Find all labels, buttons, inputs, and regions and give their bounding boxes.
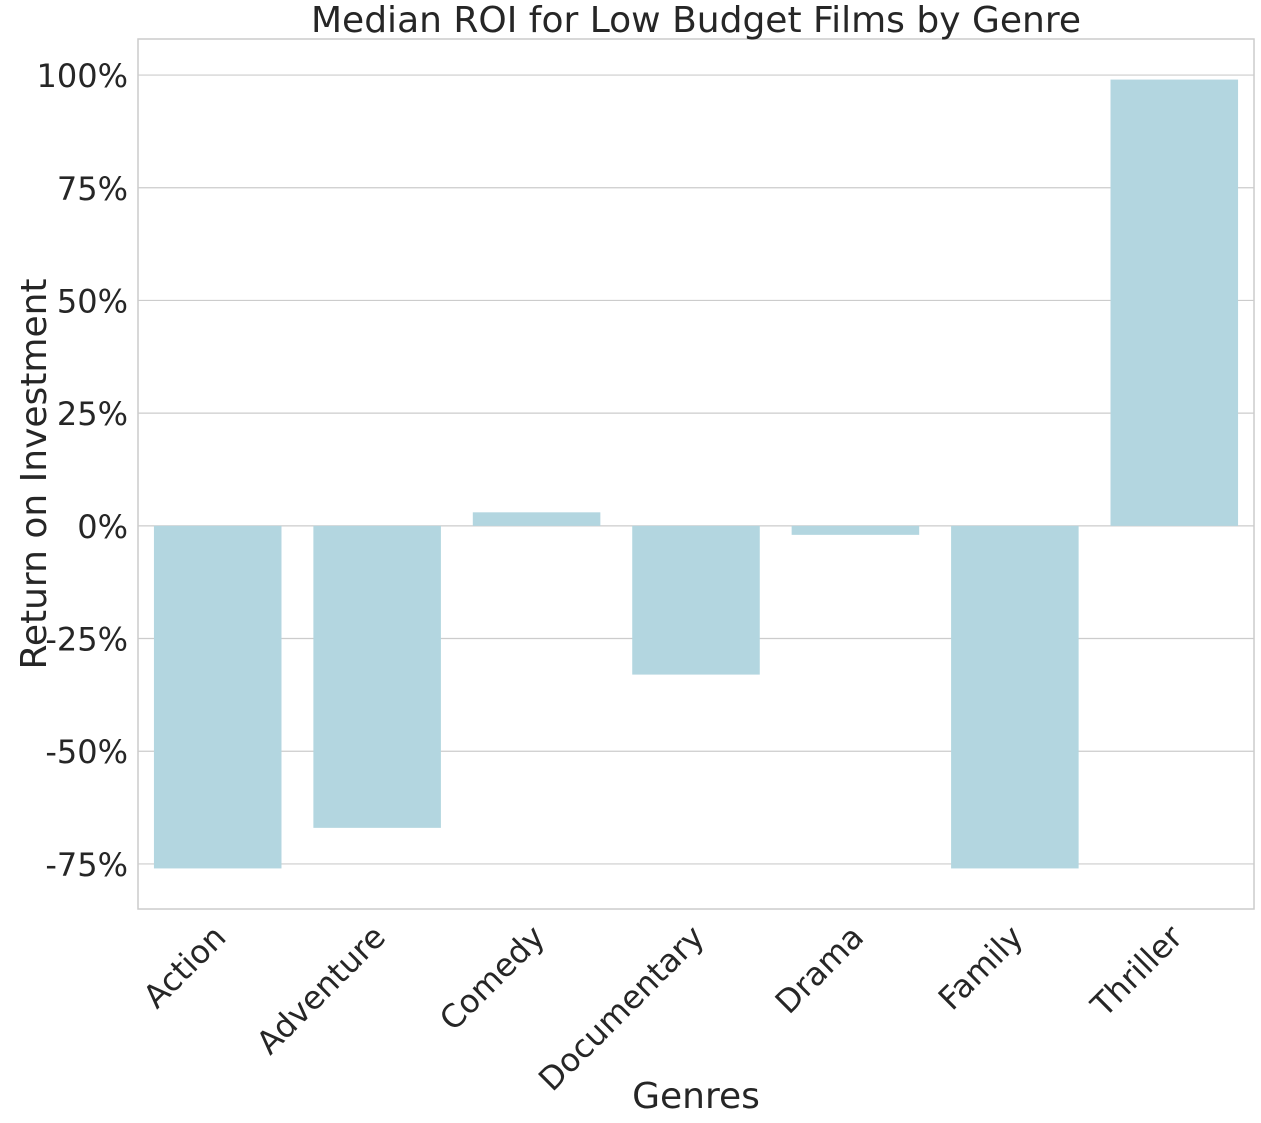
bar-comedy xyxy=(472,512,601,526)
x-tick-label: Family xyxy=(931,918,1031,1018)
bar-family xyxy=(951,525,1079,869)
x-tick-label: Adventure xyxy=(249,918,393,1062)
x-tick-label: Documentary xyxy=(531,918,712,1099)
gridlines xyxy=(138,74,1254,865)
bar-drama xyxy=(791,525,920,535)
bar-documentary xyxy=(632,525,760,675)
bars xyxy=(153,79,1239,869)
y-tick-label: 75% xyxy=(57,170,128,208)
x-tick-label: Drama xyxy=(768,918,871,1021)
bar-adventure xyxy=(313,525,441,828)
bar-thriller xyxy=(1110,79,1239,526)
chart-title: Median ROI for Low Budget Films by Genre xyxy=(311,0,1081,41)
x-tick-label: Thriller xyxy=(1083,917,1191,1025)
plot-frame xyxy=(137,38,1255,910)
y-tick-label: 100% xyxy=(37,57,128,95)
y-tick-label: 0% xyxy=(77,508,128,546)
y-tick-label: -25% xyxy=(45,621,128,659)
x-tick-label: Comedy xyxy=(432,918,552,1038)
x-tick-label: Action xyxy=(136,918,234,1016)
y-tick-label: 25% xyxy=(57,395,128,433)
y-tick-label: -50% xyxy=(45,733,128,771)
bar-action xyxy=(153,525,282,869)
x-axis-label: Genres xyxy=(632,1076,760,1117)
y-axis-label: Return on Investment xyxy=(14,278,55,669)
y-tick-labels: -75% -50% -25% 0% 25% 50% 75% 100% xyxy=(37,57,128,884)
y-tick-label: -75% xyxy=(45,846,128,884)
y-tick-label: 50% xyxy=(57,282,128,320)
